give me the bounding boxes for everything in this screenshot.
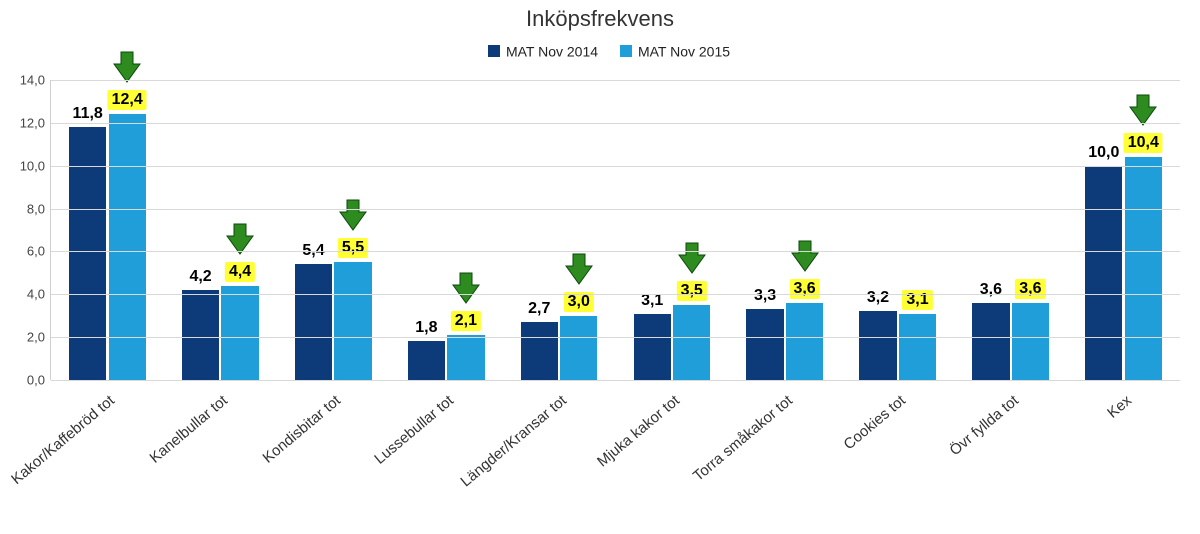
- x-tick-label: Mjuka kakor tot: [594, 392, 683, 470]
- bar-series-b: [221, 286, 258, 380]
- value-label-b: 2,1: [451, 311, 481, 331]
- bar-series-b: [1125, 157, 1162, 380]
- x-tick-label: Kakor/Kaffebröd tot: [8, 392, 118, 488]
- down-arrow-icon: [790, 239, 820, 273]
- gridline: [51, 209, 1180, 210]
- x-tick-label: Kex: [1104, 392, 1135, 422]
- value-label-a: 4,2: [171, 268, 231, 286]
- bar-group: 10,010,4: [1067, 80, 1180, 380]
- bar-group: 11,812,4: [51, 80, 164, 380]
- gridline: [51, 123, 1180, 124]
- value-label-a: 3,3: [735, 287, 795, 305]
- legend-label-b: MAT Nov 2015: [638, 43, 730, 59]
- y-tick-label: 2,0: [27, 330, 51, 345]
- down-arrow-icon: [564, 252, 594, 286]
- value-label-b: 3,5: [677, 281, 707, 301]
- bar-group: 4,24,4: [164, 80, 277, 380]
- bar-series-a: [746, 309, 783, 380]
- down-arrow-icon: [677, 241, 707, 275]
- x-tick-label: Torra småkakor tot: [689, 392, 795, 485]
- bar-group: 3,23,1: [841, 80, 954, 380]
- purchase-frequency-chart: Inköpsfrekvens MAT Nov 2014 MAT Nov 2015…: [0, 0, 1200, 534]
- bar-group: 3,13,5: [616, 80, 729, 380]
- bar-series-b: [334, 262, 371, 380]
- value-label-b: 3,6: [1015, 279, 1045, 299]
- x-tick-label: Lussebullar tot: [371, 392, 457, 468]
- value-label-a: 3,2: [848, 289, 908, 307]
- y-tick-label: 8,0: [27, 201, 51, 216]
- y-tick-label: 12,0: [20, 115, 51, 130]
- bar-series-a: [859, 311, 896, 380]
- value-label-b: 3,1: [902, 290, 932, 310]
- bar-series-a: [1085, 166, 1122, 380]
- legend-swatch-b: [620, 45, 632, 57]
- bar-series-b: [786, 303, 823, 380]
- value-label-b: 10,4: [1124, 133, 1163, 153]
- gridline: [51, 337, 1180, 338]
- x-tick-label: Kondisbitar tot: [259, 392, 343, 467]
- bar-group: 1,82,1: [390, 80, 503, 380]
- value-label-b: 4,4: [225, 262, 255, 282]
- legend-label-a: MAT Nov 2014: [506, 43, 598, 59]
- y-tick-label: 10,0: [20, 158, 51, 173]
- gridline: [51, 294, 1180, 295]
- bar-series-a: [295, 264, 332, 380]
- x-tick-label: Kanelbullar tot: [146, 392, 230, 467]
- bar-series-b: [109, 114, 146, 380]
- x-tick-label: Övr fyllda tot: [946, 392, 1021, 459]
- gridline: [51, 80, 1180, 81]
- value-label-a: 1,8: [396, 319, 456, 337]
- legend-swatch-a: [488, 45, 500, 57]
- bar-series-b: [1012, 303, 1049, 380]
- bar-group: 3,33,6: [728, 80, 841, 380]
- y-tick-label: 0,0: [27, 373, 51, 388]
- y-tick-label: 4,0: [27, 287, 51, 302]
- gridline: [51, 166, 1180, 167]
- bar-series-b: [899, 314, 936, 380]
- bar-series-a: [521, 322, 558, 380]
- bar-series-b: [560, 316, 597, 380]
- chart-legend: MAT Nov 2014 MAT Nov 2015: [0, 42, 1200, 59]
- y-tick-label: 14,0: [20, 73, 51, 88]
- bar-series-b: [447, 335, 484, 380]
- plot-area: 11,812,44,24,45,45,51,82,12,73,03,13,53,…: [50, 80, 1180, 380]
- bar-series-b: [673, 305, 710, 380]
- value-label-b: 3,6: [789, 279, 819, 299]
- down-arrow-icon: [338, 198, 368, 232]
- y-tick-label: 6,0: [27, 244, 51, 259]
- x-tick-label: Cookies tot: [840, 392, 908, 453]
- bar-group: 2,73,0: [503, 80, 616, 380]
- value-label-b: 5,5: [338, 238, 368, 258]
- bar-group: 3,63,6: [954, 80, 1067, 380]
- bars-layer: 11,812,44,24,45,45,51,82,12,73,03,13,53,…: [51, 80, 1180, 380]
- bar-group: 5,45,5: [277, 80, 390, 380]
- bar-series-a: [634, 314, 671, 380]
- x-axis-labels: Kakor/Kaffebröd totKanelbullar totKondis…: [50, 380, 1180, 530]
- value-label-a: 2,7: [509, 300, 569, 318]
- gridline: [51, 251, 1180, 252]
- bar-series-a: [182, 290, 219, 380]
- x-tick-label: Längder/Kransar tot: [457, 392, 570, 490]
- value-label-b: 12,4: [108, 90, 147, 110]
- chart-title: Inköpsfrekvens: [0, 6, 1200, 32]
- value-label-a: 3,6: [961, 281, 1021, 299]
- bar-series-a: [408, 341, 445, 380]
- down-arrow-icon: [451, 271, 481, 305]
- bar-series-a: [972, 303, 1009, 380]
